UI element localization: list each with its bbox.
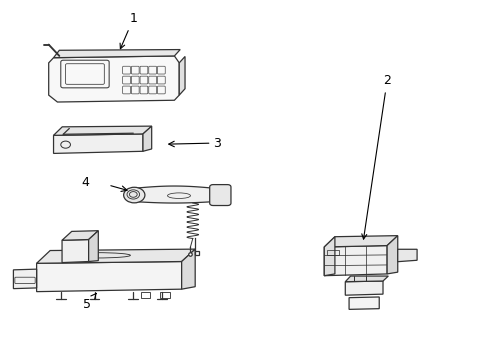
Polygon shape bbox=[397, 249, 416, 262]
Polygon shape bbox=[142, 126, 151, 151]
Polygon shape bbox=[53, 126, 151, 135]
Text: 3: 3 bbox=[213, 137, 221, 150]
Polygon shape bbox=[88, 231, 98, 261]
Polygon shape bbox=[53, 134, 142, 153]
Bar bbox=[160, 292, 169, 298]
Polygon shape bbox=[324, 237, 334, 276]
Polygon shape bbox=[128, 186, 220, 203]
Text: 4: 4 bbox=[81, 176, 89, 189]
Polygon shape bbox=[348, 297, 379, 309]
Polygon shape bbox=[37, 249, 195, 263]
Bar bbox=[326, 250, 338, 255]
Polygon shape bbox=[181, 249, 195, 289]
Polygon shape bbox=[49, 56, 179, 102]
Polygon shape bbox=[345, 276, 387, 282]
Polygon shape bbox=[386, 236, 397, 274]
FancyBboxPatch shape bbox=[209, 185, 230, 206]
Polygon shape bbox=[324, 236, 397, 247]
Text: 2: 2 bbox=[361, 74, 390, 239]
Polygon shape bbox=[324, 246, 386, 276]
Circle shape bbox=[123, 187, 144, 203]
Polygon shape bbox=[179, 57, 184, 95]
Polygon shape bbox=[13, 269, 37, 289]
Polygon shape bbox=[62, 231, 98, 240]
Bar bbox=[140, 292, 150, 298]
Polygon shape bbox=[37, 261, 181, 292]
Polygon shape bbox=[53, 50, 180, 58]
Text: 1: 1 bbox=[120, 12, 137, 49]
Polygon shape bbox=[345, 281, 382, 295]
Text: 5: 5 bbox=[83, 293, 96, 311]
Polygon shape bbox=[62, 239, 88, 262]
